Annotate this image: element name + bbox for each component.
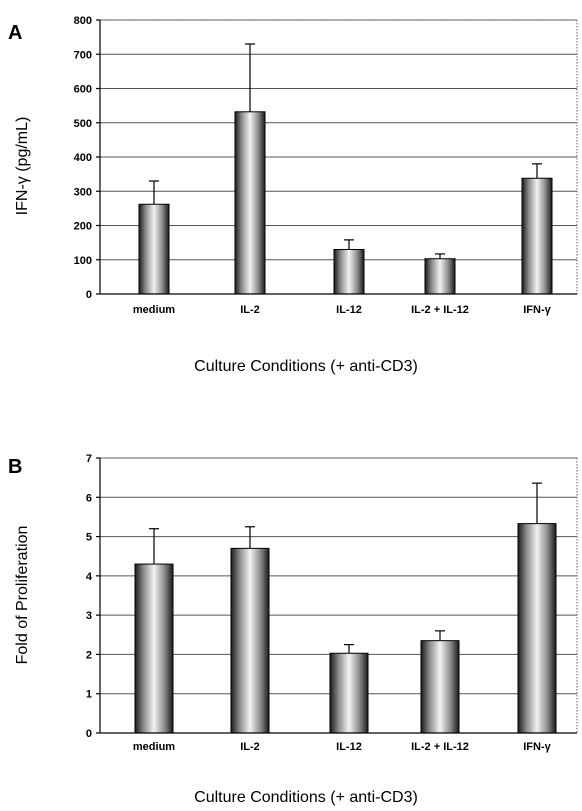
y-tick-label: 3 [86, 610, 92, 622]
bar [134, 563, 174, 734]
y-tick-label: 2 [86, 649, 92, 661]
y-tick-label: 400 [74, 152, 92, 164]
y-tick-label: 4 [86, 571, 93, 583]
y-tick-label: 5 [86, 532, 92, 544]
bar [420, 640, 460, 734]
error-bar [532, 163, 542, 179]
y-tick-label: 800 [74, 15, 92, 27]
y-tick-label: 500 [74, 118, 92, 130]
bar [234, 111, 266, 295]
y-tick-label: 200 [74, 221, 92, 233]
x-category-label: IL-2 [240, 304, 260, 316]
panel-b-x-axis-title: Culture Conditions (+ anti-CD3) [194, 789, 418, 806]
panel-b-chart: B 0 1 2 3 4 5 6 7 medium IL-2 IL-12 IL-2 + IL-12 IF… [8, 453, 578, 806]
bar [329, 652, 369, 734]
error-bar [344, 644, 354, 654]
panel-b-y-axis-title: Fold of Proliferation [14, 526, 31, 665]
bar [424, 258, 456, 295]
error-bar [149, 180, 159, 205]
error-bar [245, 43, 255, 112]
y-tick-label: 600 [74, 84, 92, 96]
panel-a-x-categories: medium IL-2 IL-12 IL-2 + IL-12 IFN-γ [133, 304, 552, 316]
panel-b-error-bars [149, 482, 542, 654]
x-category-label: IFN-γ [523, 304, 551, 316]
bar [521, 177, 553, 295]
x-category-label: IFN-γ [523, 741, 551, 753]
x-category-label: IL-12 [336, 304, 362, 316]
panel-b-letter: B [8, 456, 22, 478]
error-bar [149, 528, 159, 565]
bar [138, 203, 170, 295]
y-tick-label: 700 [74, 49, 92, 61]
panel-a-error-bars [149, 43, 542, 259]
panel-b-y-ticks: 0 1 2 3 4 5 6 7 [86, 453, 100, 740]
x-category-label: medium [133, 304, 175, 316]
error-bar [344, 239, 354, 250]
panel-a-letter: A [8, 22, 22, 44]
panel-a-x-axis-title: Culture Conditions (+ anti-CD3) [194, 358, 418, 375]
y-tick-label: 300 [74, 186, 92, 198]
error-bar [532, 482, 542, 524]
panel-a-bars [138, 111, 553, 295]
y-tick-label: 6 [86, 492, 92, 504]
error-bar [245, 526, 255, 549]
error-bar [435, 630, 445, 641]
panel-a-y-ticks: 0 100 200 300 400 500 600 700 800 [74, 15, 100, 301]
bar [230, 547, 270, 734]
x-category-label: IL-2 [240, 741, 260, 753]
y-tick-label: 7 [86, 453, 92, 465]
panel-a-y-axis-title: IFN-γ (pg/mL) [14, 117, 31, 216]
bar [517, 523, 557, 734]
x-category-label: IL-2 + IL-12 [411, 741, 469, 753]
x-category-label: medium [133, 741, 175, 753]
bar [333, 248, 365, 295]
panel-a-chart: A 0 100 200 300 400 500 600 700 800 medium IL-2 IL… [8, 15, 578, 375]
panel-b-x-categories: medium IL-2 IL-12 IL-2 + IL-12 IFN-γ [133, 741, 552, 753]
x-category-label: IL-12 [336, 741, 362, 753]
y-tick-label: 0 [86, 289, 92, 301]
panel-b-bars [134, 523, 557, 734]
y-tick-label: 1 [86, 689, 92, 701]
panel-a-gridlines [100, 19, 577, 261]
y-tick-label: 100 [74, 255, 92, 267]
error-bar [435, 253, 445, 259]
y-tick-label: 0 [86, 728, 92, 740]
x-category-label: IL-2 + IL-12 [411, 304, 469, 316]
